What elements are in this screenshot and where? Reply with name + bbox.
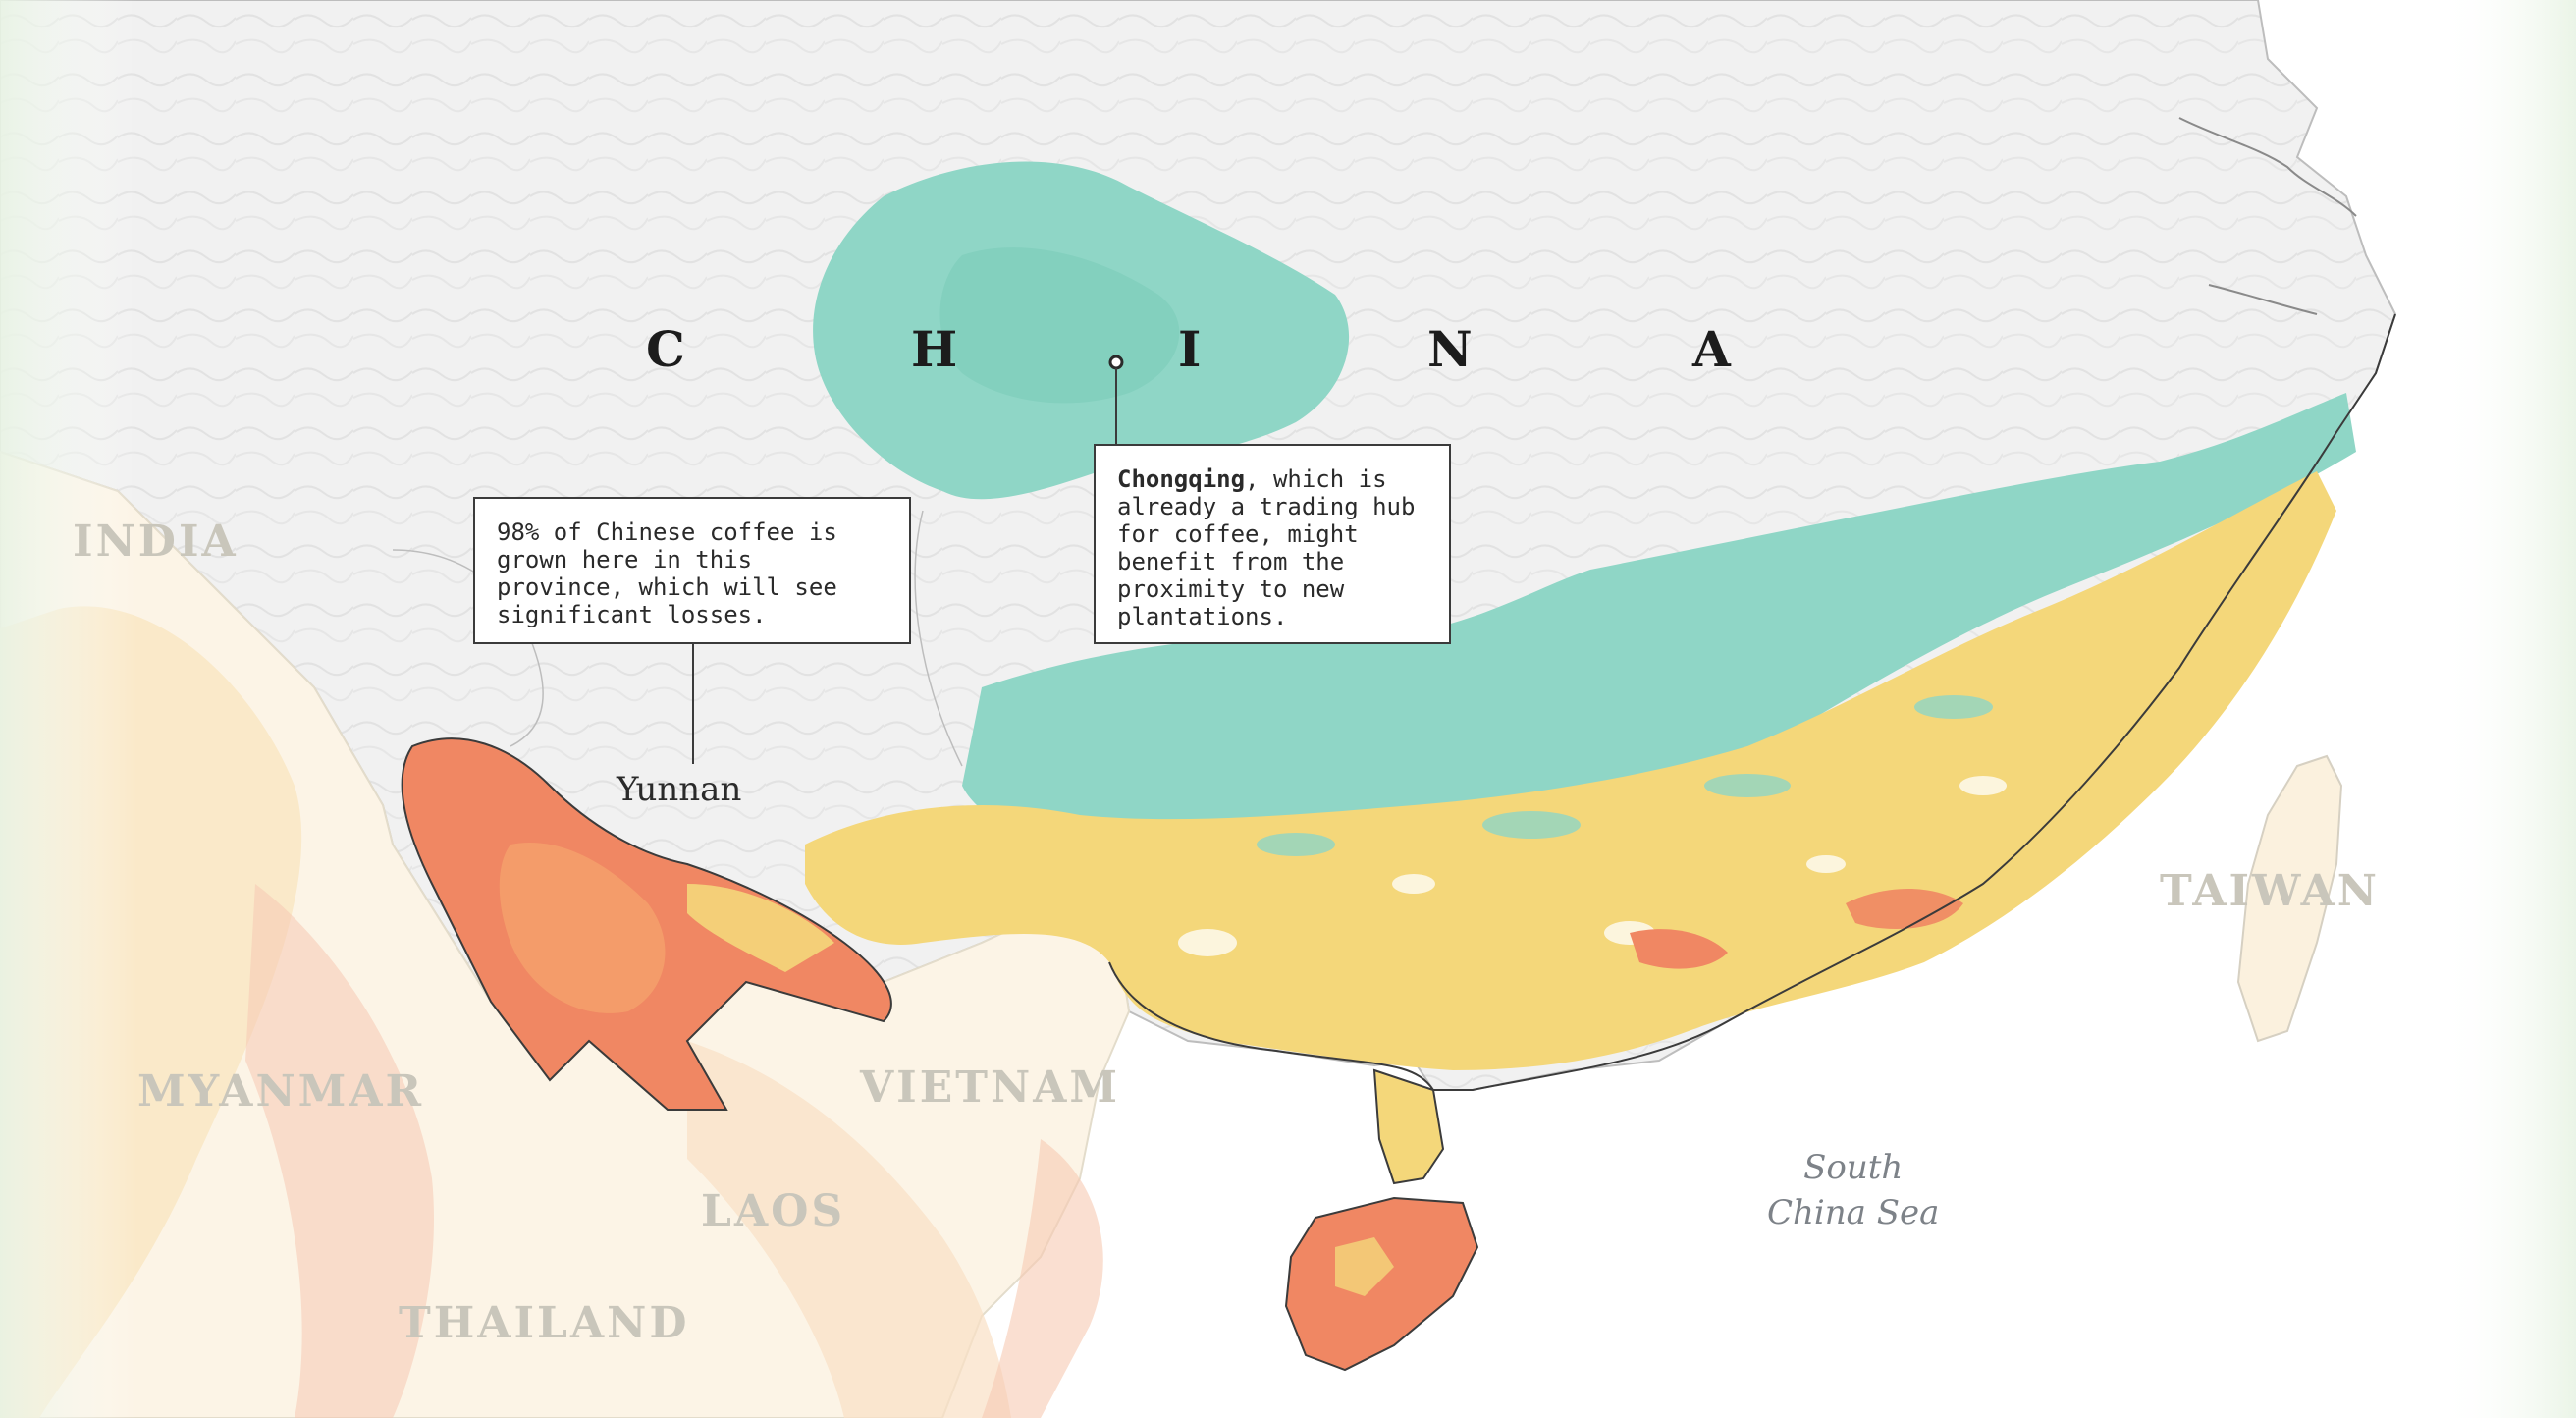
china-letter-c: C — [646, 320, 685, 378]
label-laos: LAOS — [701, 1186, 846, 1236]
label-vietnam: VIETNAM — [860, 1063, 1121, 1113]
china-letter-a: A — [1692, 320, 1731, 378]
hainan-island — [1284, 1196, 1479, 1372]
teal-south-china-band — [962, 393, 2356, 838]
taiwan-landmass — [2236, 754, 2343, 1043]
china-letter-h: H — [911, 320, 958, 378]
sea-line-1: South — [1803, 1148, 1904, 1187]
yunnan-annotation: 98% of Chinese coffee is grown here in t… — [473, 497, 911, 644]
label-taiwan: TAIWAN — [2160, 866, 2381, 916]
sea-line-2: China Sea — [1767, 1193, 1940, 1232]
label-thailand: THAILAND — [399, 1298, 690, 1348]
chongqing-name: Chongqing — [1117, 465, 1246, 493]
chongqing-annotation: Chongqing, which is already a trading hu… — [1094, 444, 1451, 644]
label-india: INDIA — [73, 517, 239, 567]
label-south-china-sea: South China Sea — [1767, 1145, 1939, 1235]
chongqing-marker — [1108, 354, 1124, 370]
chongqing-annotation-text: , which is already a trading hub for cof… — [1117, 465, 1416, 630]
yellow-south-china-band — [805, 471, 2336, 1070]
china-letter-i: I — [1178, 320, 1202, 378]
label-yunnan: Yunnan — [617, 770, 742, 809]
china-letter-n: N — [1427, 320, 1473, 378]
yunnan-annotation-text: 98% of Chinese coffee is grown here in t… — [497, 518, 837, 628]
label-myanmar: MYANMAR — [137, 1066, 425, 1117]
